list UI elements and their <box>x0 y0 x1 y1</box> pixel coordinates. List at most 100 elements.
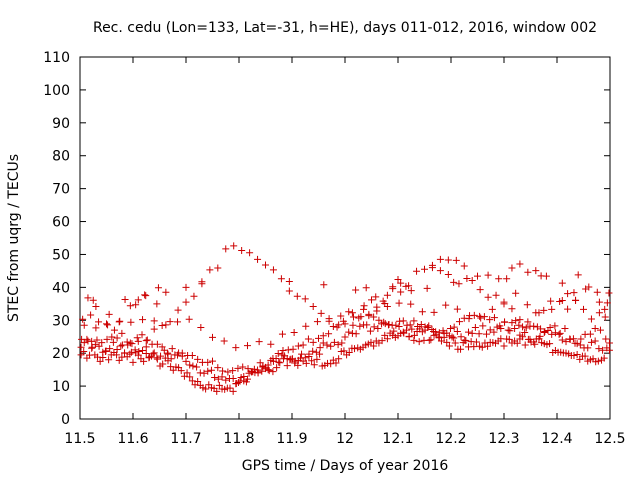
data-point-marker <box>269 354 277 362</box>
data-point-marker <box>327 360 335 368</box>
data-point-marker <box>444 271 452 279</box>
data-point-marker <box>280 355 288 363</box>
data-point-marker <box>587 315 595 323</box>
data-point-marker <box>425 322 433 330</box>
data-point-marker <box>129 358 137 366</box>
data-point-marker <box>516 260 524 268</box>
data-point-marker <box>524 318 532 326</box>
data-point-marker <box>360 305 368 313</box>
data-point-marker <box>593 288 601 296</box>
data-point-marker <box>536 332 544 340</box>
data-point-marker <box>204 367 212 375</box>
data-point-marker <box>586 330 594 338</box>
data-point-marker <box>95 342 103 350</box>
data-point-marker <box>392 321 400 329</box>
data-point-marker <box>370 323 378 331</box>
data-point-marker <box>330 338 338 346</box>
data-point-marker <box>259 363 267 371</box>
data-point-marker <box>427 336 435 344</box>
data-point-marker <box>337 312 345 320</box>
y-tick-label: 30 <box>52 313 70 329</box>
data-point-marker <box>128 340 136 348</box>
data-point-marker <box>503 275 511 283</box>
data-point-marker <box>214 264 222 272</box>
data-point-marker <box>465 315 473 323</box>
data-point-marker <box>265 367 273 375</box>
data-point-marker <box>254 369 262 377</box>
data-point-marker <box>558 279 566 287</box>
data-point-marker <box>284 346 292 354</box>
data-point-marker <box>440 329 448 337</box>
data-point-marker <box>308 357 316 365</box>
y-tick-label: 80 <box>52 149 70 165</box>
data-point-marker <box>594 357 602 365</box>
x-tick-label: 11.5 <box>64 431 95 447</box>
data-point-marker <box>595 309 603 317</box>
data-point-marker <box>375 316 383 324</box>
data-point-marker <box>220 337 228 345</box>
data-point-marker <box>182 283 190 291</box>
data-point-marker <box>418 308 426 316</box>
data-point-marker <box>479 322 487 330</box>
data-point-marker <box>587 338 595 346</box>
data-point-marker <box>385 321 393 329</box>
data-point-marker <box>105 310 113 318</box>
data-point-marker <box>551 322 559 330</box>
data-point-marker <box>93 336 101 344</box>
data-point-marker <box>408 325 416 333</box>
data-point-marker <box>243 342 251 350</box>
data-point-marker <box>548 330 556 338</box>
data-point-marker <box>150 349 158 357</box>
data-point-marker <box>413 267 421 275</box>
data-point-marker <box>123 338 131 346</box>
data-point-marker <box>445 332 453 340</box>
x-tick-label: 12 <box>336 431 354 447</box>
x-tick-label: 12.4 <box>541 431 572 447</box>
data-point-marker <box>521 328 529 336</box>
data-point-marker <box>524 268 532 276</box>
data-point-marker <box>512 317 520 325</box>
data-point-marker <box>319 339 327 347</box>
data-point-marker <box>103 335 111 343</box>
data-point-marker <box>558 336 566 344</box>
data-point-marker <box>573 350 581 358</box>
data-point-marker <box>168 345 176 353</box>
data-point-marker <box>190 292 198 300</box>
data-point-marker <box>89 296 97 304</box>
data-point-marker <box>118 341 126 349</box>
data-point-marker <box>602 335 610 343</box>
data-point-marker <box>113 334 121 342</box>
data-point-marker <box>110 326 118 334</box>
data-point-marker <box>274 350 282 358</box>
data-point-marker <box>362 284 370 292</box>
data-point-marker <box>390 327 398 335</box>
data-point-marker <box>483 330 491 338</box>
data-point-marker <box>87 311 95 319</box>
data-point-marker <box>140 357 148 365</box>
data-point-marker <box>301 354 309 362</box>
data-point-marker <box>229 375 237 383</box>
data-point-marker <box>142 343 150 351</box>
x-axis-label: GPS time / Days of year 2016 <box>242 458 449 474</box>
x-tick-label: 12.5 <box>594 431 625 447</box>
data-point-marker <box>121 349 129 357</box>
data-point-marker <box>516 331 524 339</box>
data-point-marker <box>457 345 465 353</box>
data-point-marker <box>131 346 139 354</box>
data-point-marker <box>211 374 219 382</box>
data-point-marker <box>197 324 205 332</box>
data-point-marker <box>234 364 242 372</box>
data-point-marker <box>258 367 266 375</box>
data-point-marker <box>232 379 240 387</box>
data-point-marker <box>305 350 313 358</box>
data-point-marker <box>240 373 248 381</box>
data-point-marker <box>182 298 190 306</box>
data-point-marker <box>470 311 478 319</box>
data-point-marker <box>91 341 99 349</box>
data-point-marker <box>264 361 272 369</box>
data-point-marker <box>329 323 337 331</box>
data-point-marker <box>446 325 454 332</box>
y-tick-label: 10 <box>52 379 70 395</box>
data-point-marker <box>455 318 463 326</box>
data-point-marker <box>383 335 391 343</box>
